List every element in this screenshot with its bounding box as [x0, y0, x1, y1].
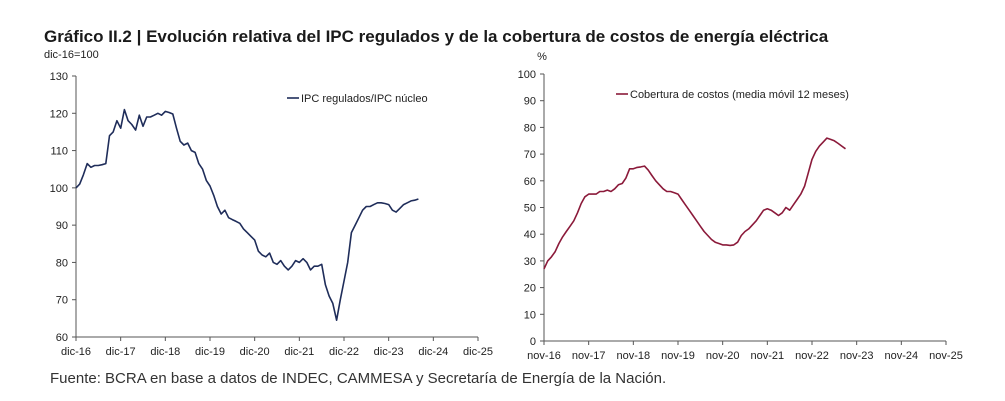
- series-line: [543, 137, 846, 270]
- y-tick-label: 80: [56, 257, 68, 269]
- x-tick-label: dic-19: [195, 346, 225, 358]
- left-chart-unit-label: dic-16=100: [44, 49, 99, 61]
- y-tick-label: 100: [50, 183, 68, 195]
- x-tick-label: dic-25: [463, 346, 493, 358]
- legend-label: Cobertura de costos (media móvil 12 mese…: [630, 89, 849, 101]
- y-tick-label: 60: [524, 176, 536, 188]
- x-tick-label: nov-24: [885, 350, 919, 362]
- y-tick-label: 30: [524, 256, 536, 268]
- x-tick-label: dic-23: [374, 346, 404, 358]
- x-tick-label: nov-19: [661, 350, 695, 362]
- x-tick-label: nov-22: [795, 350, 829, 362]
- y-tick-label: 110: [50, 146, 68, 158]
- y-tick-label: 90: [524, 96, 536, 108]
- y-tick-label: 80: [524, 122, 536, 134]
- x-tick-label: nov-20: [706, 350, 740, 362]
- y-tick-label: 90: [56, 220, 68, 232]
- right-chart-unit-label: %: [537, 51, 547, 63]
- y-tick-label: 60: [56, 332, 68, 344]
- legend-label: IPC regulados/IPC núcleo: [301, 93, 428, 105]
- x-tick-label: nov-25: [929, 350, 963, 362]
- x-tick-label: dic-18: [150, 346, 180, 358]
- y-tick-label: 40: [524, 229, 536, 241]
- chart-ipc-regulados: dic-16=100 60 70 80 90 100 110 120 130 dic-16 dic…: [44, 49, 493, 358]
- x-tick-label: nov-16: [527, 350, 561, 362]
- x-tick-label: nov-17: [572, 350, 606, 362]
- y-tick-label: 70: [56, 295, 68, 307]
- x-tick-label: dic-21: [284, 346, 314, 358]
- source-note: Fuente: BCRA en base a datos de INDEC, C…: [50, 370, 667, 387]
- x-tick-label: dic-22: [329, 346, 359, 358]
- y-tick-label: 10: [524, 309, 536, 321]
- y-tick-label: 70: [524, 149, 536, 161]
- x-tick-label: nov-23: [840, 350, 874, 362]
- x-tick-label: dic-17: [106, 346, 136, 358]
- y-tick-label: 0: [530, 336, 536, 348]
- chart-cobertura-costos: % 0 10 20 30 40 50 60 70 80 90 100 nov-16 nov-17 nov-…: [518, 51, 963, 362]
- x-tick-label: dic-24: [418, 346, 448, 358]
- x-tick-label: dic-20: [240, 346, 270, 358]
- y-tick-label: 130: [50, 71, 68, 83]
- x-tick-label: nov-18: [617, 350, 651, 362]
- series-line: [75, 108, 419, 321]
- y-tick-label: 120: [50, 108, 68, 120]
- x-tick-label: nov-21: [751, 350, 785, 362]
- chart-title: Gráfico II.2 | Evolución relativa del IP…: [44, 27, 829, 46]
- x-tick-label: dic-16: [61, 346, 91, 358]
- y-tick-label: 20: [524, 283, 536, 295]
- y-tick-label: 50: [524, 203, 536, 215]
- y-tick-label: 100: [518, 69, 536, 81]
